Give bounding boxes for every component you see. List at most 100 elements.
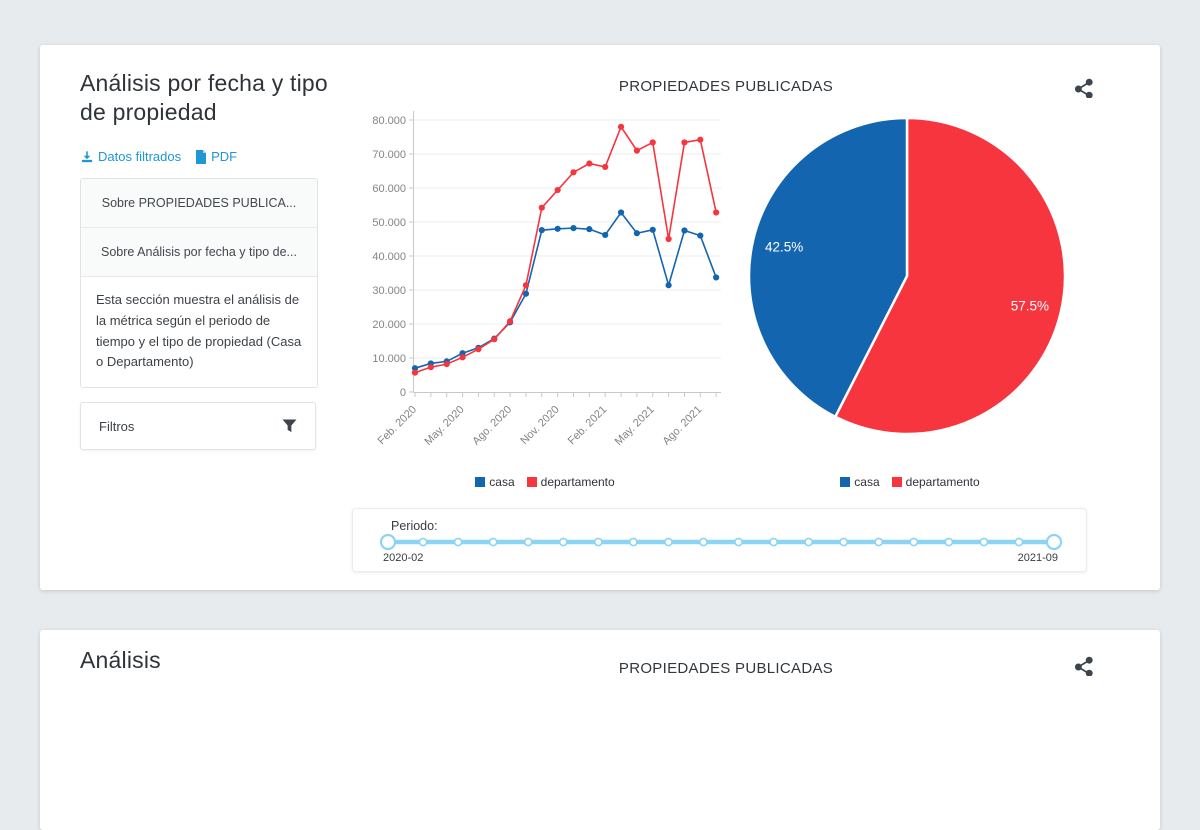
legend-item-casa[interactable]: casa bbox=[475, 475, 515, 489]
legend-item-departamento[interactable]: departamento bbox=[526, 475, 615, 489]
download-filtered-data-link[interactable]: Datos filtrados bbox=[80, 149, 181, 164]
pie-slice-departamento bbox=[834, 116, 1067, 436]
panel-title: Análisis por fecha y tipo de propiedad bbox=[80, 70, 328, 126]
period-slider: Periodo: 2020-02 2021-09 bbox=[352, 508, 1087, 572]
data-point-casa bbox=[602, 231, 609, 239]
slider-handle-end[interactable] bbox=[1045, 533, 1063, 551]
y-tick-label: 10.000 bbox=[372, 353, 406, 365]
pdf-icon bbox=[196, 149, 207, 164]
legend-swatch-casa bbox=[840, 477, 851, 487]
slider-stop bbox=[699, 537, 708, 547]
y-tick-label: 0 bbox=[400, 387, 406, 399]
accordion-item-about-metric[interactable]: Sobre PROPIEDADES PUBLICA... bbox=[81, 179, 317, 228]
slider-stop bbox=[664, 537, 673, 547]
slider-stop bbox=[488, 537, 498, 547]
slider-stop bbox=[874, 537, 884, 547]
data-point-casa bbox=[697, 232, 704, 239]
slider-stop bbox=[769, 537, 778, 547]
x-tick-label: May. 2020 bbox=[422, 404, 466, 448]
data-point-departamento bbox=[491, 336, 498, 343]
panel-title-2: Análisis bbox=[80, 647, 161, 673]
pie-chart-legend: casa departamento bbox=[740, 475, 1080, 489]
slider-stop bbox=[909, 537, 919, 547]
export-links: Datos filtrados PDF bbox=[80, 149, 237, 164]
analysis-by-date-card: Análisis por fecha y tipo de propiedad D… bbox=[40, 45, 1160, 590]
slider-stop bbox=[839, 537, 849, 547]
slider-stop bbox=[453, 537, 463, 547]
data-point-departamento bbox=[459, 354, 466, 361]
slider-stop bbox=[734, 537, 743, 547]
share-icon bbox=[1074, 78, 1093, 99]
slider-stop bbox=[944, 537, 954, 547]
filters-button[interactable]: Filtros bbox=[80, 402, 316, 450]
legend-item-departamento[interactable]: departamento bbox=[891, 475, 980, 489]
x-tick-label: May. 2021 bbox=[613, 404, 657, 448]
data-point-departamento bbox=[554, 186, 561, 194]
chart-title-2: PROPIEDADES PUBLICADAS bbox=[618, 660, 834, 677]
data-point-departamento bbox=[586, 160, 593, 167]
data-point-departamento bbox=[411, 369, 419, 376]
x-tick-label: Nov. 2020 bbox=[518, 404, 561, 447]
legend-swatch-casa bbox=[475, 477, 486, 487]
data-point-departamento bbox=[697, 136, 704, 143]
data-point-casa bbox=[633, 230, 640, 237]
legend-item-casa[interactable]: casa bbox=[840, 475, 880, 489]
line-chart-legend: casa departamento bbox=[355, 475, 735, 489]
data-point-casa bbox=[617, 209, 625, 216]
pie-slice-casa bbox=[747, 116, 909, 419]
line-chart: 0 10.000 20.000 30.000 40.000 50.000 60.000 70.… bbox=[372, 111, 721, 448]
chart-title: PROPIEDADES PUBLICADAS bbox=[618, 78, 834, 95]
period-slider-label: Periodo: bbox=[391, 519, 438, 533]
period-slider-track[interactable] bbox=[379, 529, 1063, 555]
period-end-label: 2021-09 bbox=[1017, 552, 1058, 564]
slider-stop bbox=[628, 537, 638, 547]
slider-stop bbox=[558, 537, 568, 547]
pdf-link[interactable]: PDF bbox=[195, 149, 237, 164]
data-point-casa bbox=[538, 227, 545, 234]
series-line-departamento bbox=[414, 125, 717, 374]
data-point-departamento bbox=[681, 139, 688, 146]
data-point-departamento bbox=[602, 163, 609, 171]
y-tick-label: 20.000 bbox=[372, 319, 406, 331]
period-start-label: 2020-02 bbox=[383, 552, 424, 564]
legend-swatch-departamento bbox=[891, 477, 902, 487]
data-point-casa bbox=[554, 225, 561, 232]
x-tick-label: Feb. 2020 bbox=[376, 404, 420, 448]
data-point-departamento bbox=[522, 282, 530, 289]
data-point-casa bbox=[649, 226, 656, 233]
data-point-departamento bbox=[538, 204, 545, 211]
data-point-departamento bbox=[665, 235, 672, 243]
y-tick-label: 80.000 bbox=[372, 115, 406, 127]
y-tick-label: 70.000 bbox=[372, 149, 406, 161]
slider-stop bbox=[1014, 537, 1024, 547]
share-icon bbox=[1074, 656, 1093, 677]
pie-chart: 57.5% 42.5% bbox=[747, 116, 1067, 436]
pie-slice-label-departamento: 57.5% bbox=[1011, 299, 1049, 314]
data-point-departamento bbox=[427, 364, 434, 371]
y-tick-label: 60.000 bbox=[372, 183, 406, 195]
data-point-departamento bbox=[713, 209, 720, 216]
data-point-departamento bbox=[475, 346, 482, 353]
filter-icon bbox=[282, 419, 297, 433]
y-tick-label: 40.000 bbox=[372, 251, 406, 263]
data-point-casa bbox=[665, 282, 672, 289]
data-point-departamento bbox=[443, 361, 450, 368]
accordion-item-about-section[interactable]: Sobre Análisis por fecha y tipo de... bbox=[81, 228, 317, 277]
share-button[interactable] bbox=[1074, 78, 1096, 100]
x-tick-label: Feb. 2021 bbox=[566, 404, 610, 448]
filters-label: Filtros bbox=[99, 418, 135, 434]
download-icon bbox=[81, 150, 93, 162]
slider-stop bbox=[593, 537, 603, 547]
data-point-departamento bbox=[633, 147, 640, 154]
slider-handle-start[interactable] bbox=[379, 533, 397, 551]
accordion: Sobre PROPIEDADES PUBLICA... Sobre Análi… bbox=[80, 178, 318, 389]
y-tick-label: 50.000 bbox=[372, 217, 406, 229]
data-point-casa bbox=[522, 290, 530, 297]
section-description: Esta sección muestra el análisis de la m… bbox=[81, 277, 317, 388]
data-point-casa bbox=[681, 227, 688, 234]
slider-stop bbox=[523, 537, 533, 547]
slider-stop bbox=[804, 537, 814, 547]
data-point-departamento bbox=[570, 169, 577, 176]
data-point-departamento bbox=[617, 123, 625, 130]
slider-stop bbox=[418, 537, 428, 547]
